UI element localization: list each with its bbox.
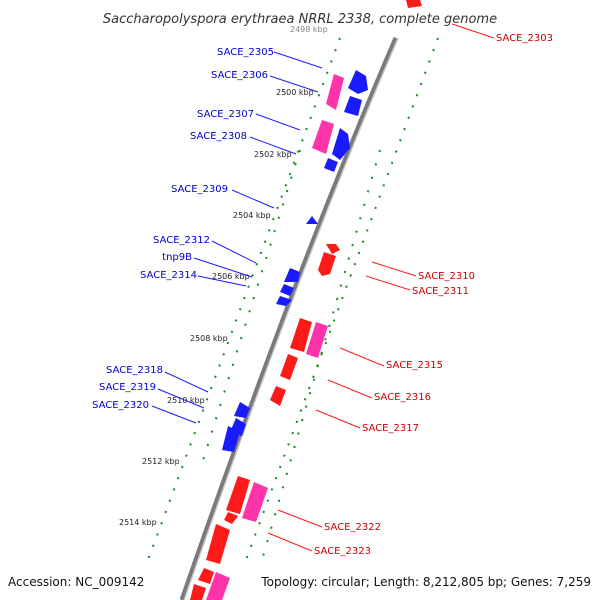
genome-backbone-highlight (183, 37, 399, 600)
gene-label[interactable]: SACE_2318 (106, 365, 163, 376)
genes-minus-strand (190, 0, 422, 600)
map-title: Saccharopolyspora erythraea NRRL 2338, c… (103, 12, 497, 27)
leader-line (193, 257, 253, 278)
gene-label[interactable]: SACE_2312 (153, 235, 210, 246)
gene-label[interactable]: SACE_2309 (171, 184, 228, 195)
tick-label: 2512 kbp (142, 457, 180, 466)
leader-line (365, 275, 411, 291)
gene-label[interactable]: SACE_2315 (386, 360, 443, 371)
leader-line (451, 23, 495, 39)
gene-block-pink[interactable] (306, 322, 328, 358)
gene-arrow-sace-2306[interactable] (348, 70, 368, 94)
gene-arrow-sace-2312[interactable] (284, 268, 300, 282)
leader-line (197, 275, 247, 287)
leader-line (151, 405, 197, 424)
tick-label: 2506 kbp (212, 272, 250, 281)
gene-arrow-sace-2316[interactable] (280, 354, 298, 380)
gene-arrow-sace-2306b[interactable] (344, 96, 362, 116)
gene-labels-right: SACE_2303 SACE_2310 SACE_2311 SACE_2315 … (314, 33, 553, 557)
tick-label: 2514 kbp (119, 518, 157, 527)
gene-label[interactable]: SACE_2314 (140, 270, 197, 281)
leader-line (277, 509, 323, 528)
leader-line (371, 261, 417, 277)
tick-label: 2502 kbp (254, 150, 292, 159)
gene-arrow-sace-2310[interactable] (326, 244, 340, 254)
gene-labels-left: SACE_2305 SACE_2306 SACE_2307 SACE_2308 … (92, 47, 274, 411)
leader-line (315, 409, 361, 429)
gene-label[interactable]: SACE_2308 (190, 131, 247, 142)
gene-arrow-tnp9b[interactable] (280, 284, 294, 296)
gene-block-pink[interactable] (326, 74, 344, 110)
leader-line (211, 240, 257, 264)
gene-arrow-sace-2322b[interactable] (224, 512, 238, 524)
gene-label[interactable]: SACE_2323 (314, 546, 371, 557)
leader-line (231, 189, 275, 209)
genes-pink (206, 74, 344, 600)
gene-label[interactable]: SACE_2322 (324, 522, 381, 533)
leader-line (249, 136, 297, 155)
leader-line (269, 75, 319, 93)
gene-arrow-sace-2315[interactable] (290, 318, 312, 352)
gene-label[interactable]: SACE_2306 (211, 70, 268, 81)
gene-arrow-sace-2317[interactable] (270, 386, 286, 406)
gene-arrow-sace-2303[interactable] (406, 0, 422, 8)
gene-label[interactable]: SACE_2310 (418, 271, 475, 282)
gene-block-pink[interactable] (206, 572, 230, 600)
gene-label[interactable]: SACE_2316 (374, 392, 431, 403)
outer-strand-guide-right (261, 149, 381, 561)
leader-line (339, 347, 385, 367)
genome-summary-text: Topology: circular; Length: 8,212,805 bp… (260, 575, 591, 589)
gene-arrow-sace-2308[interactable] (332, 128, 350, 160)
gene-arrow-sace-2322[interactable] (226, 476, 250, 514)
gene-label[interactable]: SACE_2317 (362, 423, 419, 434)
gene-arrow-small-bottom[interactable] (198, 568, 214, 584)
leader-line (157, 388, 205, 409)
gene-arrow-sace-2311[interactable] (318, 252, 336, 276)
leader-line (255, 113, 301, 131)
leader-lines-left (151, 51, 323, 424)
gene-block-pink[interactable] (312, 120, 334, 154)
gene-arrow-sace-2314[interactable] (276, 296, 292, 306)
genes-plus-strand (222, 70, 368, 452)
gene-block-pink[interactable] (242, 482, 268, 522)
gene-arrow-sace-2323[interactable] (206, 524, 230, 564)
leader-line (327, 379, 373, 399)
gene-label[interactable]: tnp9B (162, 252, 192, 263)
gene-label[interactable]: SACE_2303 (496, 33, 553, 44)
tick-label: 2508 kbp (190, 334, 228, 343)
gene-label[interactable]: SACE_2320 (92, 400, 149, 411)
gene-label[interactable]: SACE_2319 (99, 382, 156, 393)
gene-arrow-sace-2309[interactable] (306, 216, 318, 224)
gene-arrow-sace-2308b[interactable] (324, 158, 338, 172)
inner-strand-guide-right (245, 37, 439, 561)
gene-label[interactable]: SACE_2311 (412, 286, 469, 297)
accession-text: Accession: NC_009142 (8, 575, 144, 589)
genome-backbone (179, 37, 399, 600)
gene-arrow-sace-2320[interactable] (222, 426, 240, 452)
leader-line (267, 532, 313, 552)
leader-lines-right (267, 23, 495, 552)
gene-label[interactable]: SACE_2305 (217, 47, 274, 58)
gene-label[interactable]: SACE_2307 (197, 109, 254, 120)
gene-arrow-small-bottom2[interactable] (190, 584, 206, 600)
leader-line (164, 371, 209, 393)
tick-label: 2504 kbp (233, 211, 271, 220)
tick-label: 2498 kbp (290, 25, 328, 34)
gene-arrow-sace-2318[interactable] (234, 402, 250, 418)
tick-label: 2500 kbp (276, 88, 314, 97)
leader-line (273, 51, 323, 69)
